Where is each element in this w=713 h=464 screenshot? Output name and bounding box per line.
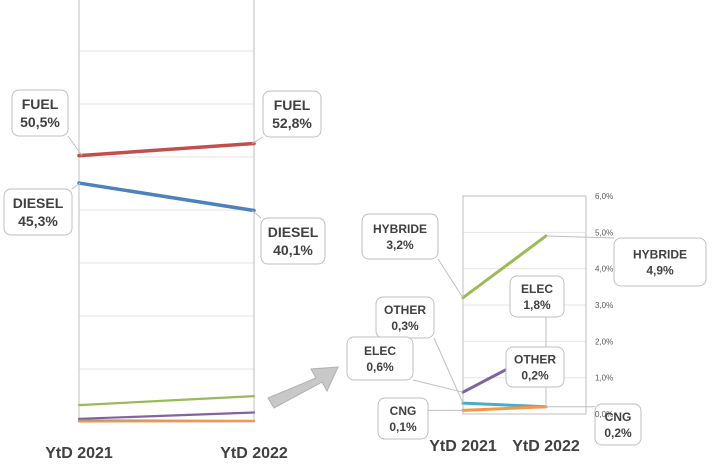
zoom-data-label-elec-2021-text: ELEC: [364, 344, 396, 358]
zoom-data-label-cng-2021-text: 0,1%: [389, 420, 417, 434]
zoom-data-label-elec-2021-box: [346, 336, 414, 381]
main-data-label-fuel-2021-leader: [67, 135, 83, 156]
zoom-data-label-elec-2021: ELEC 0,6%: [346, 336, 414, 381]
main-data-label-fuel-2022-text: 52,8%: [272, 115, 312, 131]
axis-layer: 0,0% 1,0% 2,0% 3,0% 4,0% 5,0% 6,0% YtD 2021 YtD …: [45, 192, 613, 462]
leader-layer: [67, 135, 615, 411]
main-data-label-diesel-2022-text: 40,1%: [273, 242, 313, 258]
main-series-line-cng: [77, 419, 256, 423]
zoom-data-label-other-2021-text: OTHER: [384, 303, 426, 317]
main-data-label-fuel-2021: FUEL 50,5%: [11, 89, 69, 137]
zoom-y-tick-label: 2,0%: [595, 337, 613, 346]
main-series-line-hybride: [77, 395, 256, 407]
zoom-series-line-hybride: [461, 234, 548, 300]
zoom-data-label-elec-2022-text: 1,8%: [523, 298, 551, 312]
zoom-arrow: [267, 366, 339, 409]
zoom-plot-frame: [462, 195, 587, 415]
zoom-arrow-icon: [267, 366, 339, 409]
main-data-label-diesel-2021-text: DIESEL: [13, 195, 64, 211]
main-data-label-diesel-2021-box: [3, 188, 73, 236]
main-data-label-fuel-2022-text: FUEL: [274, 97, 311, 113]
zoom-data-label-hybride-2022-box: [613, 237, 707, 287]
main-x-tick-label: YtD 2021: [45, 445, 113, 462]
zoom-data-label-hybride-2022-leader: [545, 235, 615, 239]
zoom-y-tick-label: 3,0%: [595, 301, 613, 310]
callout-layer: FUEL 50,5% FUEL 52,8% DIESEL 45,3% DIESEL 40,1%…: [3, 89, 707, 446]
zoom-data-label-hybride-2021: HYBRIDE 3,2%: [361, 213, 439, 260]
zoom-data-label-hybride-2022: HYBRIDE 4,9%: [613, 237, 707, 287]
main-data-label-diesel-2022: DIESEL 40,1%: [260, 217, 326, 265]
main-series-line-fuel: [77, 141, 256, 158]
zoom-data-label-cng-2022-text: 0,2%: [604, 426, 632, 440]
zoom-data-label-cng-2021-box: [377, 397, 429, 440]
zoom-y-tick-label: 5,0%: [595, 228, 613, 237]
zoom-data-label-elec-2022-text: ELEC: [521, 282, 553, 296]
main-data-label-fuel-2021-box: [11, 89, 69, 137]
zoom-data-label-cng-2022-text: CNG: [605, 410, 632, 424]
zoom-data-label-elec-2021-leader: [412, 379, 464, 393]
zoom-data-label-other-2022-text: OTHER: [514, 352, 556, 366]
zoom-data-label-other-2021: OTHER 0,3%: [375, 296, 435, 339]
zoom-data-label-hybride-2021-text: HYBRIDE: [373, 222, 427, 236]
main-series-line-elec: [77, 411, 256, 420]
main-data-label-fuel-2022-leader: [251, 136, 264, 144]
zoom-data-label-elec-2022-box: [509, 275, 565, 318]
zoom-data-label-other-2022: OTHER 0,2%: [505, 346, 565, 388]
zoom-data-label-cng-2021: CNG 0,1%: [377, 397, 429, 440]
main-data-label-diesel-2022-text: DIESEL: [268, 224, 319, 240]
zoom-data-label-cng-2022: CNG 0,2%: [594, 403, 642, 446]
zoom-data-label-other-2021-text: 0,3%: [391, 319, 419, 333]
main-series-line-diesel: [77, 181, 256, 213]
main-data-label-fuel-2021-text: 50,5%: [20, 114, 60, 130]
grid-layer: [78, 0, 587, 423]
zoom-y-tick-label: 4,0%: [595, 265, 613, 274]
main-data-label-diesel-2021-leader: [71, 182, 81, 190]
zoom-y-tick-label: 0,0%: [595, 410, 613, 419]
zoom-data-label-cng-2021-text: CNG: [390, 404, 417, 418]
zoom-x-tick-label: YtD 2022: [512, 438, 580, 455]
zoom-data-label-elec-2021-text: 0,6%: [366, 360, 394, 374]
zoom-data-label-hybride-2022-text: 4,9%: [646, 263, 674, 277]
main-data-label-diesel-2021: DIESEL 45,3%: [3, 188, 73, 236]
zoom-x-tick-label: YtD 2021: [429, 438, 497, 455]
main-data-label-fuel-2022-box: [262, 90, 322, 138]
zoom-data-label-hybride-2022-text: HYBRIDE: [633, 247, 687, 261]
zoom-data-label-other-2022-box: [505, 346, 565, 388]
zoom-y-tick-label: 6,0%: [595, 192, 613, 201]
zoom-data-label-hybride-2021-box: [361, 213, 439, 260]
main-data-label-fuel-2022: FUEL 52,8%: [262, 90, 322, 138]
main-plot-frame: [78, 0, 255, 423]
main-x-tick-label: YtD 2022: [220, 445, 288, 462]
zoom-data-label-cng-2022-box: [594, 403, 642, 446]
zoom-data-label-other-2022-text: 0,2%: [521, 368, 549, 382]
main-data-label-diesel-2021-text: 45,3%: [18, 213, 58, 229]
zoom-data-label-hybride-2021-leader: [437, 258, 464, 299]
main-data-label-diesel-2022-box: [260, 217, 326, 265]
main-data-label-fuel-2021-text: FUEL: [22, 96, 59, 112]
zoom-series-line-cng: [461, 405, 548, 412]
zoom-data-label-hybride-2021-text: 3,2%: [386, 238, 414, 252]
zoom-data-label-other-2021-leader: [433, 337, 464, 404]
main-data-label-diesel-2022-leader: [251, 210, 262, 219]
zoom-data-label-elec-2022: ELEC 1,8%: [509, 275, 565, 318]
zoom-y-tick-label: 1,0%: [595, 374, 613, 383]
